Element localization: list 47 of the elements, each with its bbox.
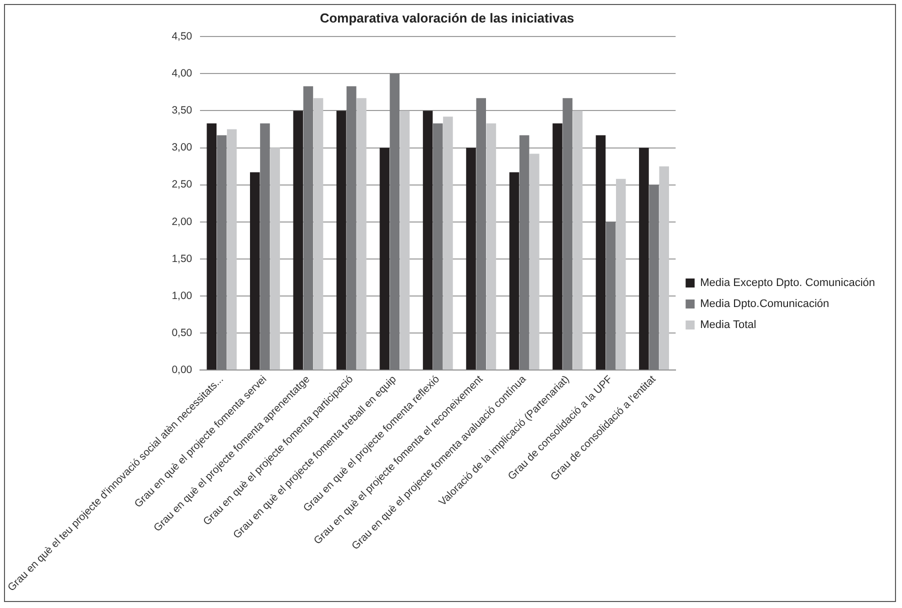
bar <box>313 98 324 370</box>
bar <box>390 74 400 370</box>
bar <box>552 123 562 370</box>
bar <box>303 86 314 370</box>
bar <box>596 135 606 370</box>
bar <box>356 98 366 370</box>
bar <box>400 110 410 370</box>
bar <box>270 148 280 370</box>
y-tick-label: 4,50 <box>172 30 192 42</box>
bar <box>293 110 304 370</box>
y-tick-label: 2,00 <box>172 216 192 228</box>
bar <box>336 110 346 370</box>
bar <box>519 135 530 370</box>
chart-title: Comparativa valoración de las iniciativas <box>320 10 574 26</box>
bar <box>530 154 540 370</box>
legend-label: Media Dpto.Comunicación <box>700 298 830 310</box>
bar <box>659 166 669 370</box>
y-tick-label: 1,50 <box>172 252 192 265</box>
bar <box>380 148 390 370</box>
bar <box>432 123 443 370</box>
legend-label: Media Total <box>700 319 756 332</box>
bar <box>443 116 453 370</box>
y-tick-label: 1,00 <box>172 290 192 302</box>
y-tick-label: 3,00 <box>172 142 192 154</box>
bar <box>639 148 649 370</box>
bar <box>572 110 583 370</box>
y-tick-label: 4,00 <box>172 68 192 80</box>
bar <box>346 86 356 370</box>
bar <box>509 172 520 370</box>
y-tick-label: 2,50 <box>172 178 192 191</box>
bar <box>649 184 659 370</box>
legend-label: Media Excepto Dpto. Comunicación <box>700 277 876 290</box>
y-tick-label: 3,50 <box>172 104 192 117</box>
bar <box>216 135 227 370</box>
bar <box>206 123 217 370</box>
bar <box>226 129 237 370</box>
bar <box>606 222 616 370</box>
bar <box>260 123 270 370</box>
bar <box>250 172 260 370</box>
bar <box>466 148 476 370</box>
bar <box>486 123 496 370</box>
bar <box>476 98 486 370</box>
bar <box>422 110 433 370</box>
bar <box>562 98 572 370</box>
y-tick-label: 0,50 <box>172 327 192 340</box>
y-tick-label: 0,00 <box>172 364 192 376</box>
bar <box>616 178 626 370</box>
